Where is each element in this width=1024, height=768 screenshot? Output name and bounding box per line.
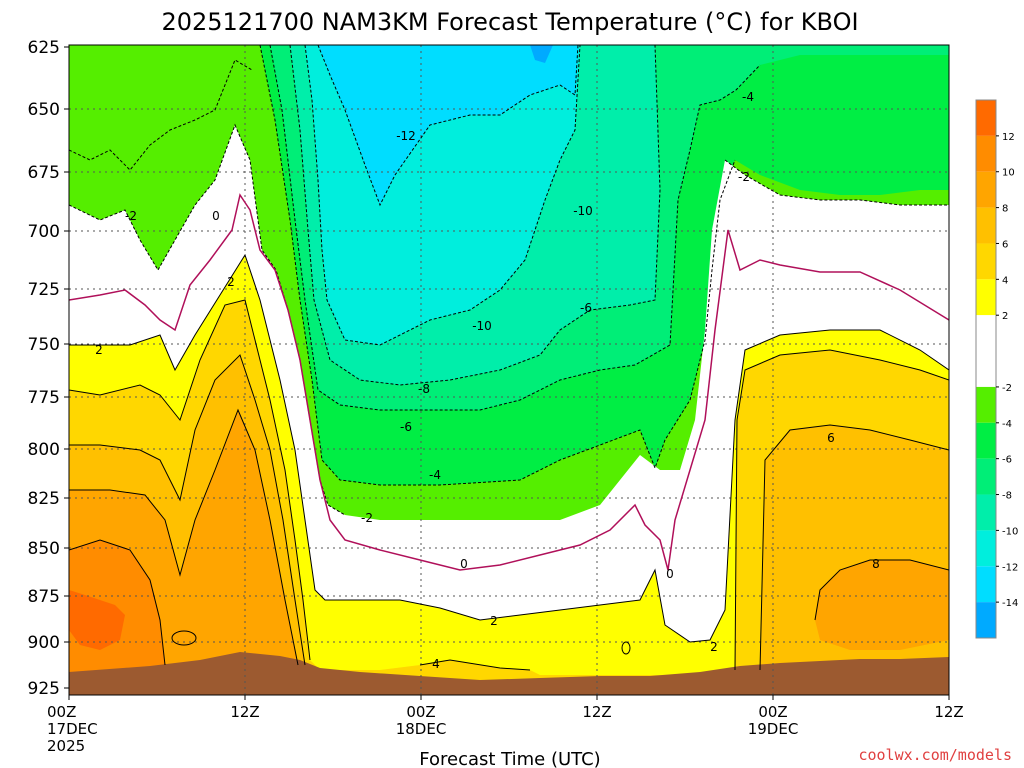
x-tick-label: 12Z (582, 703, 611, 721)
colorbar-swatch (976, 171, 996, 208)
y-tick-label: 750 (28, 335, 60, 355)
temp-band-le-minus16 (530, 45, 553, 63)
isotherm-label: -2 (738, 170, 750, 184)
colorbar-label: -2 (1002, 383, 1012, 394)
isotherm-label: -6 (580, 301, 592, 315)
y-tick-label: 850 (28, 539, 60, 559)
y-tick-label: 625 (28, 38, 60, 58)
y-tick-label: 875 (28, 587, 60, 607)
colorbar-label: 8 (1002, 204, 1008, 215)
isotherm-label: 4 (432, 657, 440, 671)
y-tick-label: 650 (28, 100, 60, 120)
colorbar-label: -4 (1002, 419, 1012, 430)
isotherm-label: -2 (125, 209, 137, 223)
isotherm-label: 6 (827, 431, 835, 445)
colorbar-label: -14 (1002, 598, 1018, 609)
colorbar-label: 10 (1002, 168, 1015, 179)
isotherm-label: -8 (418, 382, 430, 396)
colorbar-frame (975, 99, 997, 639)
isotherm-label: -10 (573, 204, 593, 218)
isotherm-label: 0 (460, 557, 468, 571)
isotherm-label: 0 (212, 209, 220, 223)
colorbar-swatch (976, 458, 996, 495)
isotherm-label: -2 (361, 511, 373, 525)
colorbar-swatch (976, 315, 996, 387)
x-axis-title: Forecast Time (UTC) (419, 749, 600, 768)
y-tick-label: 725 (28, 280, 60, 300)
x-tick-label: 00Z (47, 703, 76, 721)
y-tick-label: 900 (28, 633, 60, 653)
y-tick-label: 700 (28, 222, 60, 242)
terrain (69, 652, 949, 695)
colorbar-label: 12 (1002, 132, 1015, 143)
x-tick-year-label: 2025 (47, 737, 85, 755)
x-tick-label: 12Z (934, 703, 963, 721)
isotherm-label: -4 (429, 468, 441, 482)
colorbar-swatch (976, 422, 996, 459)
y-tick-label: 925 (28, 679, 60, 699)
colorbar-swatch (976, 386, 996, 423)
colorbar-label: -12 (1002, 562, 1018, 573)
chart-title: 2025121700 NAM3KM Forecast Temperature (… (161, 8, 858, 36)
x-tick-date-label: 19DEC (748, 720, 799, 738)
temp-band-right-ge6 (760, 425, 949, 695)
colorbar-label: 6 (1002, 239, 1008, 250)
isotherm-label: -10 (472, 319, 492, 333)
isotherm-lines-solid (69, 253, 949, 671)
isotherm-zero-lines (69, 193, 949, 571)
x-tick-label: 00Z (406, 703, 435, 721)
isotherm-label: -6 (400, 420, 412, 434)
colorbar-label: 4 (1002, 275, 1008, 286)
y-tick-label: 675 (28, 163, 60, 183)
colorbar: 12 10 8 6 4 2 -2 -4 -6 -8 -10 -12 -14 (975, 99, 1018, 639)
x-tick-date-label: 18DEC (396, 720, 447, 738)
colorbar-swatch (976, 566, 996, 603)
credit-text: coolwx.com/models (858, 746, 1012, 764)
colorbar-label: -6 (1002, 455, 1012, 466)
y-tick-label: 825 (28, 489, 60, 509)
isotherm-labels: -2 0 2 2 -12 -10 -10 -6 -8 -6 -4 -2 0 2 … (95, 90, 880, 671)
colorbar-swatch (976, 530, 996, 567)
isotherm-label: 2 (490, 614, 498, 628)
temp-band-ge12 (69, 590, 125, 650)
isotherm-label: 2 (227, 275, 235, 289)
colorbar-swatch (976, 100, 996, 136)
isotherm-label: 0 (666, 567, 674, 581)
grid-lines (69, 45, 949, 695)
colorbar-label: -10 (1002, 526, 1018, 537)
x-tick-date-label: 17DEC (47, 720, 98, 738)
temp-band-right-ge8 (815, 560, 949, 650)
colorbar-label: 2 (1002, 311, 1008, 322)
isotherm-label: 2 (95, 343, 103, 357)
plot-area: -2 0 2 2 -12 -10 -10 -6 -8 -6 -4 -2 0 2 … (69, 45, 949, 695)
colorbar-swatch (976, 207, 996, 244)
colorbar-swatch (976, 602, 996, 638)
colorbar-swatch (976, 494, 996, 531)
plot-frame (68, 44, 950, 696)
colorbar-swatch (976, 135, 996, 172)
colorbar-swatch (976, 243, 996, 280)
isotherm-label: -4 (742, 90, 754, 104)
colorbar-swatch (976, 279, 996, 316)
colorbar-label: -8 (1002, 491, 1012, 502)
isotherm-label: -12 (396, 129, 416, 143)
x-tick-label: 00Z (758, 703, 787, 721)
temp-band-le-minus14 (318, 45, 578, 205)
y-tick-label: 775 (28, 388, 60, 408)
y-tick-label: 800 (28, 440, 60, 460)
isotherm-label: 8 (872, 557, 880, 571)
x-tick-label: 12Z (230, 703, 259, 721)
y-axis: 625 650 675 700 725 750 775 800 825 850 875 900 925 (28, 38, 69, 699)
isotherm-label: 2 (710, 640, 718, 654)
